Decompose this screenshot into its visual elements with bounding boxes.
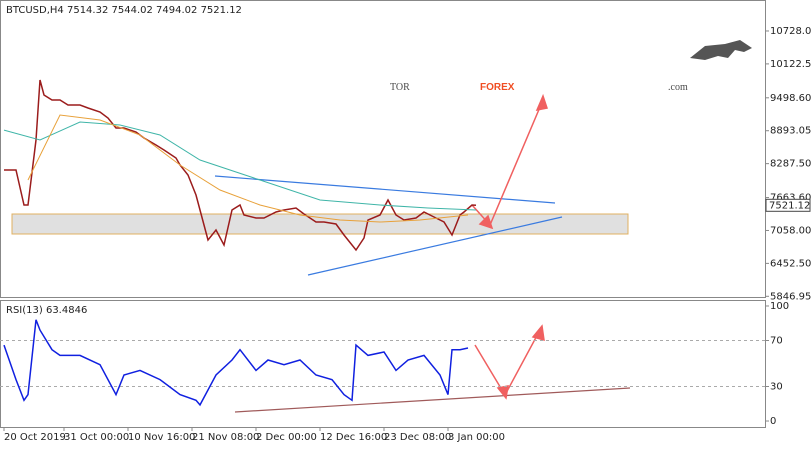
x-tick-label: 31 Oct 00:00 (64, 432, 129, 443)
y-tick-label: 100 (770, 301, 789, 312)
last-price-label: 7521.12 (769, 200, 810, 211)
price-panel (0, 0, 766, 298)
x-tick-label: 2 Dec 00:00 (256, 432, 317, 443)
y-tick-label: 6452.50 (770, 258, 811, 269)
y-tick-label: 9498.60 (770, 93, 811, 104)
y-tick-label: 10122.50 (770, 59, 811, 70)
series-line (3, 121, 477, 211)
y-tick-label: 30 (770, 382, 783, 393)
panel-title: RSI(13) 63.4846 (6, 305, 87, 316)
panel-title: BTCUSD,H4 7514.32 7544.02 7494.02 7521.1… (6, 5, 242, 16)
arrowhead (531, 324, 545, 342)
y-tick-label: 70 (770, 335, 783, 346)
y-tick-label: 8893.05 (770, 126, 811, 137)
x-tick-label: 20 Oct 2019 (4, 432, 66, 443)
y-tick-label: 10728.05 (770, 26, 811, 37)
y-tick-label: 7663.60 (770, 193, 811, 204)
arrowhead (535, 93, 548, 112)
support-zone (11, 213, 629, 235)
series-line (4, 79, 477, 252)
x-tick-label: 23 Dec 08:00 (384, 432, 451, 443)
trendline (234, 387, 631, 413)
logo-left: TOR (390, 82, 410, 93)
rsi-panel (0, 300, 766, 428)
logo-bull (690, 40, 752, 60)
x-tick-label: 21 Nov 08:00 (192, 432, 259, 443)
x-tick-label: 12 Dec 16:00 (320, 432, 387, 443)
logo-middle: FOREX (480, 82, 515, 93)
trendline (214, 175, 556, 204)
y-tick-label: 0 (770, 416, 776, 427)
forecast-arrows (471, 93, 548, 400)
logo: TOR FOREX .com (390, 40, 752, 93)
logo-right: .com (668, 82, 688, 93)
arrowhead (478, 214, 494, 230)
x-tick-label: 3 Jan 00:00 (448, 432, 505, 443)
y-tick-label: 5846.95 (770, 291, 811, 302)
x-tick-label: 10 Nov 16:00 (128, 432, 195, 443)
series-line (27, 114, 469, 223)
y-tick-label: 8287.50 (770, 159, 811, 170)
last-price-box (765, 198, 811, 212)
series-line (3, 319, 469, 407)
y-tick-label: 7058.00 (770, 225, 811, 236)
arrowhead (496, 385, 509, 400)
trendline (307, 216, 563, 276)
